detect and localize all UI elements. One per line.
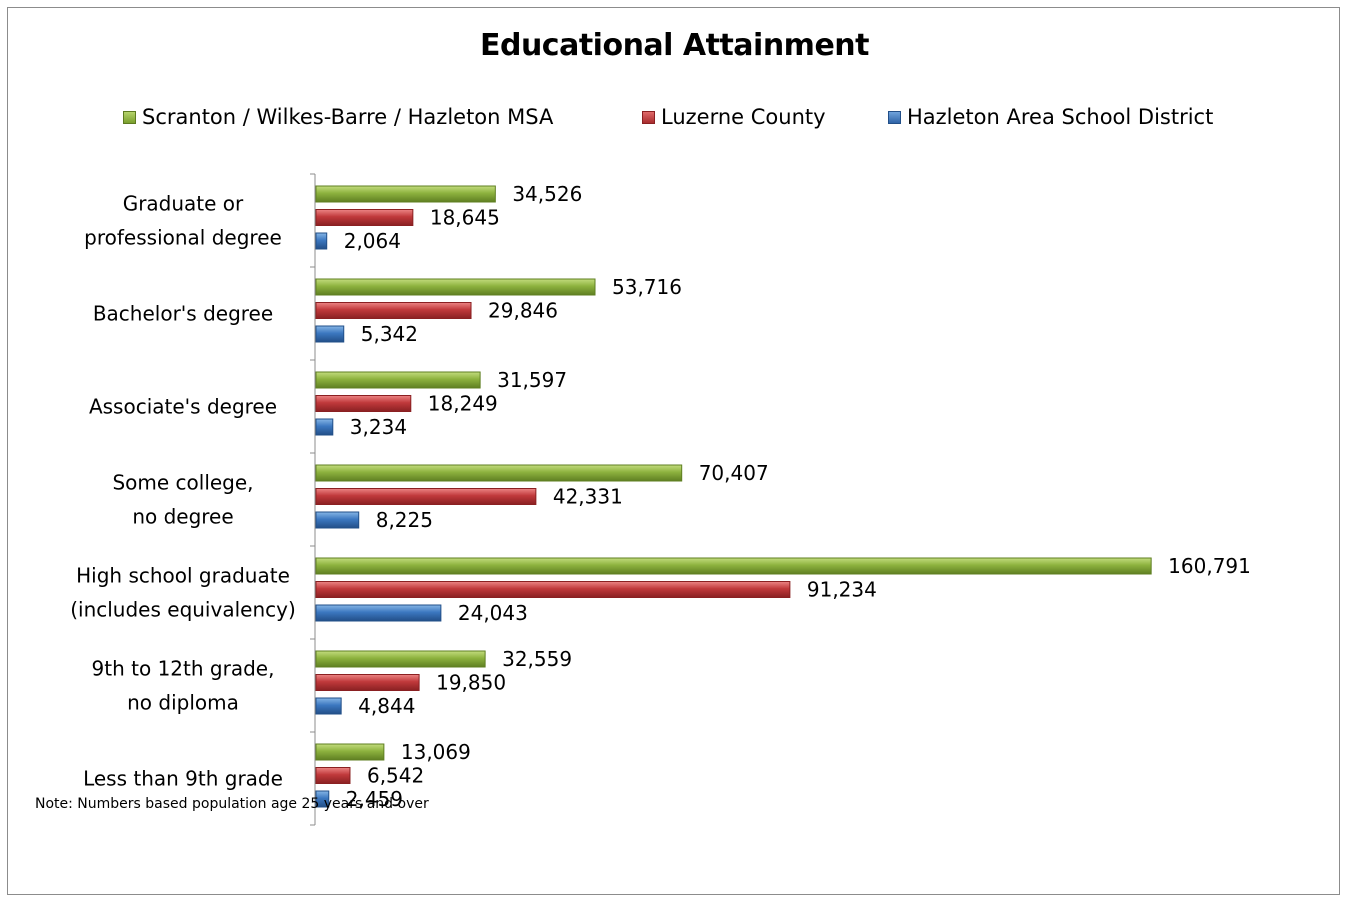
bar	[315, 743, 385, 761]
data-label: 24,043	[458, 601, 528, 625]
data-label: 19,850	[436, 671, 506, 695]
bar	[315, 325, 345, 343]
plot-area: Graduate or professional degree 34,526 18,6…	[70, 173, 1251, 826]
legend-label-luzerne: Luzerne County	[661, 105, 826, 129]
data-label: 70,407	[699, 461, 769, 485]
category-label: Graduate or professional degree	[84, 192, 282, 250]
chart-frame: Educational Attainment Scranton / Wilkes…	[7, 7, 1340, 895]
category-label: Associate's degree	[89, 395, 277, 419]
bar	[315, 581, 791, 598]
data-label: 4,844	[358, 694, 415, 718]
data-label: 13,069	[401, 740, 471, 764]
data-label: 53,716	[612, 275, 682, 299]
bar	[315, 604, 442, 622]
data-label: 8,225	[376, 508, 433, 532]
legend: Scranton / Wilkes-Barre / Hazleton MSA L…	[8, 105, 1341, 135]
data-label: 6,542	[367, 764, 424, 788]
data-label: 91,234	[807, 578, 877, 602]
data-label: 32,559	[502, 647, 572, 671]
bar	[315, 650, 486, 668]
bar	[315, 371, 481, 389]
legend-item-msa: Scranton / Wilkes-Barre / Hazleton MSA	[123, 105, 553, 129]
legend-item-luzerne: Luzerne County	[642, 105, 826, 129]
legend-swatch-luzerne	[642, 110, 655, 124]
data-label: 29,846	[488, 299, 558, 323]
category-label: Bachelor's degree	[93, 302, 273, 326]
chart-title: Educational Attainment	[479, 28, 870, 63]
chart-note: Note: Numbers based population age 25 ye…	[35, 796, 429, 812]
category-label: 9th to 12th grade, no diploma	[92, 657, 275, 715]
bar	[315, 302, 472, 319]
bar	[315, 209, 414, 226]
legend-item-hazleton: Hazleton Area School District	[888, 105, 1213, 129]
bar	[315, 674, 420, 691]
bar	[315, 790, 330, 808]
category-label: High school graduate (includes equivalenc…	[70, 564, 296, 622]
data-label: 3,234	[350, 415, 407, 439]
data-label: 34,526	[512, 182, 582, 206]
data-label: 160,791	[1168, 554, 1251, 578]
legend-label-msa: Scranton / Wilkes-Barre / Hazleton MSA	[142, 105, 554, 129]
bar	[315, 511, 360, 529]
data-label: 18,249	[428, 392, 498, 416]
bar	[315, 232, 328, 250]
bar	[315, 464, 683, 482]
category-label: Less than 9th grade	[83, 767, 283, 791]
bar	[315, 697, 342, 715]
bar	[315, 418, 334, 436]
bar	[315, 557, 1152, 575]
data-label: 31,597	[497, 368, 567, 392]
legend-label-hazleton: Hazleton Area School District	[907, 105, 1214, 129]
bar	[315, 767, 351, 784]
legend-swatch-msa	[123, 110, 136, 124]
category-label: Some college, no degree	[112, 471, 253, 529]
bar	[315, 278, 596, 296]
bar	[315, 395, 412, 412]
data-label: 18,645	[430, 206, 500, 230]
data-label: 2,459	[346, 787, 403, 811]
data-label: 5,342	[361, 322, 418, 346]
bar	[315, 488, 537, 505]
bar	[315, 185, 496, 203]
data-label: 42,331	[553, 485, 623, 509]
legend-swatch-hazleton	[888, 110, 901, 124]
data-label: 2,064	[344, 229, 401, 253]
